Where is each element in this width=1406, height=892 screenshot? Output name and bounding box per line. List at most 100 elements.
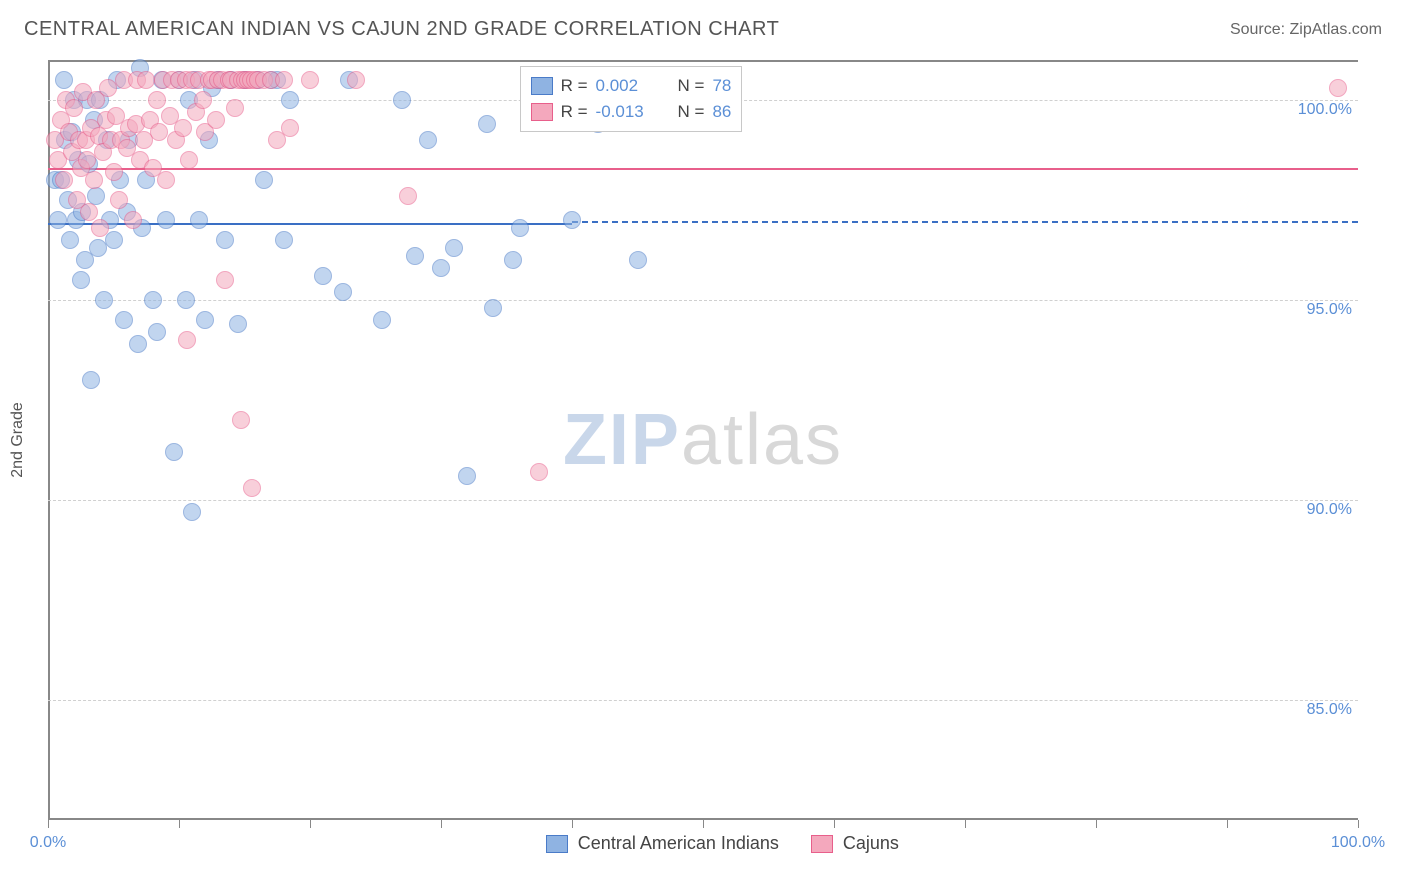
scatter-marker (65, 99, 83, 117)
trend-line-dashed (572, 221, 1358, 223)
x-tick (179, 820, 180, 828)
scatter-marker (91, 219, 109, 237)
x-tick (572, 820, 573, 828)
legend-swatch (531, 103, 553, 121)
legend-r-value: 0.002 (596, 76, 656, 96)
legend-row: R = -0.013N = 86 (531, 99, 732, 125)
legend-r-value: -0.013 (596, 102, 656, 122)
watermark-zip: ZIP (563, 400, 681, 480)
scatter-marker (504, 251, 522, 269)
gridline-h (48, 500, 1358, 501)
scatter-marker (105, 163, 123, 181)
x-tick (310, 820, 311, 828)
scatter-marker (216, 231, 234, 249)
legend-n-label: N = (678, 76, 705, 96)
scatter-marker (216, 271, 234, 289)
scatter-marker (243, 479, 261, 497)
scatter-marker (194, 91, 212, 109)
scatter-marker (150, 123, 168, 141)
legend-r-label: R = (561, 76, 588, 96)
scatter-marker (478, 115, 496, 133)
gridline-h (48, 700, 1358, 701)
watermark: ZIPatlas (563, 399, 843, 481)
legend-series-name: Central American Indians (578, 833, 779, 854)
scatter-marker (183, 503, 201, 521)
scatter-marker (196, 311, 214, 329)
scatter-marker (281, 91, 299, 109)
scatter-marker (148, 323, 166, 341)
source-label: Source: ZipAtlas.com (1230, 21, 1382, 39)
x-tick-label: 0.0% (30, 834, 66, 852)
legend-series-name: Cajuns (843, 833, 899, 854)
y-tick-label: 95.0% (1307, 301, 1352, 319)
scatter-marker (80, 203, 98, 221)
scatter-marker (484, 299, 502, 317)
scatter-marker (180, 151, 198, 169)
scatter-marker (275, 231, 293, 249)
scatter-marker (61, 231, 79, 249)
scatter-marker (157, 171, 175, 189)
legend-n-label: N = (678, 102, 705, 122)
scatter-marker (124, 211, 142, 229)
correlation-legend: R = 0.002N = 78R = -0.013N = 86 (520, 66, 743, 132)
legend-swatch (811, 835, 833, 853)
scatter-marker (373, 311, 391, 329)
scatter-marker (165, 443, 183, 461)
y-tick-label: 100.0% (1298, 101, 1352, 119)
scatter-marker (432, 259, 450, 277)
scatter-marker (174, 119, 192, 137)
scatter-marker (419, 131, 437, 149)
scatter-marker (281, 119, 299, 137)
scatter-marker (445, 239, 463, 257)
scatter-marker (232, 411, 250, 429)
trend-line-solid (48, 168, 1358, 170)
x-tick (965, 820, 966, 828)
legend-swatch (546, 835, 568, 853)
scatter-marker (110, 191, 128, 209)
scatter-marker (1329, 79, 1347, 97)
chart-container: ZIPatlas 85.0%90.0%95.0%100.0%0.0%100.0%… (48, 60, 1358, 820)
scatter-marker (129, 335, 147, 353)
scatter-marker (137, 71, 155, 89)
scatter-marker (314, 267, 332, 285)
scatter-marker (49, 211, 67, 229)
plot-area: ZIPatlas 85.0%90.0%95.0%100.0%0.0%100.0%… (48, 60, 1358, 820)
top-axis-line (48, 60, 1358, 62)
scatter-marker (301, 71, 319, 89)
legend-r-label: R = (561, 102, 588, 122)
y-tick-label: 85.0% (1307, 701, 1352, 719)
x-tick (441, 820, 442, 828)
scatter-marker (72, 271, 90, 289)
x-tick (1096, 820, 1097, 828)
scatter-marker (226, 99, 244, 117)
scatter-marker (229, 315, 247, 333)
scatter-marker (334, 283, 352, 301)
scatter-marker (511, 219, 529, 237)
scatter-marker (157, 211, 175, 229)
scatter-marker (85, 171, 103, 189)
scatter-marker (95, 291, 113, 309)
scatter-marker (148, 91, 166, 109)
y-tick-label: 90.0% (1307, 501, 1352, 519)
scatter-marker (55, 171, 73, 189)
scatter-marker (393, 91, 411, 109)
scatter-marker (178, 331, 196, 349)
scatter-marker (347, 71, 365, 89)
scatter-marker (177, 291, 195, 309)
x-tick (703, 820, 704, 828)
legend-swatch (531, 77, 553, 95)
scatter-marker (530, 463, 548, 481)
x-tick (1358, 820, 1359, 828)
x-tick-label: 100.0% (1331, 834, 1385, 852)
scatter-marker (629, 251, 647, 269)
chart-title: CENTRAL AMERICAN INDIAN VS CAJUN 2ND GRA… (24, 18, 779, 41)
x-tick (1227, 820, 1228, 828)
scatter-marker (190, 211, 208, 229)
scatter-marker (115, 311, 133, 329)
scatter-marker (399, 187, 417, 205)
scatter-marker (458, 467, 476, 485)
scatter-marker (207, 111, 225, 129)
scatter-marker (82, 371, 100, 389)
scatter-marker (275, 71, 293, 89)
x-tick (48, 820, 49, 828)
